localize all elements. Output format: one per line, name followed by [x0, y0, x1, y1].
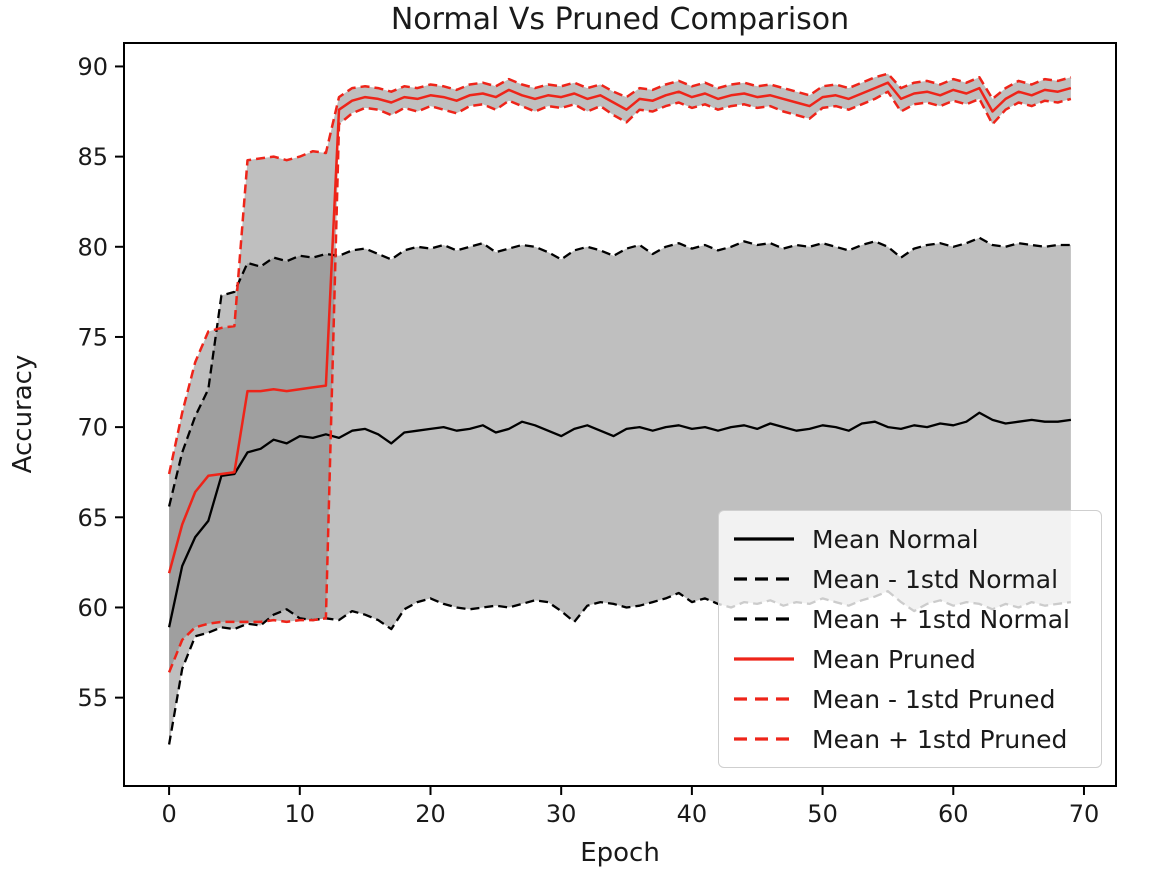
- legend-item: Mean + 1std Pruned: [733, 725, 1089, 754]
- legend-item: Mean - 1std Normal: [733, 565, 1089, 594]
- legend-line-sample-mean-normal: [734, 537, 794, 541]
- legend-label: Mean - 1std Pruned: [812, 684, 1056, 714]
- normal-std-band: [169, 237, 1071, 745]
- x-tick-label: 60: [938, 800, 969, 828]
- legend-item: Mean - 1std Pruned: [733, 685, 1089, 714]
- legend-item: Mean + 1std Normal: [733, 605, 1089, 634]
- y-tick-label: 90: [77, 53, 108, 81]
- series-line-mean-pruned: [167, 81, 1072, 574]
- legend-label: Mean Normal: [812, 524, 979, 554]
- y-tick-label: 55: [77, 684, 108, 712]
- y-tick-label: 70: [77, 414, 108, 442]
- legend-label: Mean + 1std Pruned: [812, 724, 1068, 754]
- x-tick-label: 0: [161, 800, 176, 828]
- legend-line-sample-mean-minus-1std-normal: [734, 577, 794, 581]
- legend: Mean Normal Mean - 1std Normal Mean + 1s…: [718, 510, 1102, 768]
- series-line-mean-normal: [167, 411, 1072, 628]
- legend-line-sample-mean-plus-1std-normal: [734, 617, 794, 621]
- y-tick-label: 60: [77, 594, 108, 622]
- legend-label: Mean Pruned: [812, 644, 976, 674]
- legend-line-sample-mean-pruned: [734, 657, 794, 661]
- legend-label: Mean - 1std Normal: [812, 564, 1059, 594]
- legend-label: Mean + 1std Normal: [812, 604, 1070, 634]
- series-line-mean-1std-normal: [167, 236, 1071, 507]
- x-tick-label: 70: [1069, 800, 1100, 828]
- legend-line-sample-mean-plus-1std-pruned: [734, 737, 794, 741]
- pruned-std-band: [169, 73, 1071, 673]
- chart-title: Normal Vs Pruned Comparison: [390, 2, 850, 37]
- y-tick-label: 65: [77, 504, 108, 532]
- y-tick-label: 85: [77, 143, 108, 171]
- x-tick-label: 50: [807, 800, 838, 828]
- x-tick-label: 40: [677, 800, 708, 828]
- series-line-mean-1std-pruned: [167, 72, 1072, 475]
- x-axis-label: Epoch: [580, 838, 660, 868]
- legend-item: Mean Pruned: [733, 645, 1089, 674]
- series-line-mean-1std-pruned: [167, 90, 1072, 673]
- x-tick-label: 10: [285, 800, 316, 828]
- y-tick-label: 80: [77, 233, 108, 261]
- legend-line-sample-mean-minus-1std-pruned: [734, 697, 794, 701]
- x-tick-label: 30: [546, 800, 577, 828]
- y-tick-label: 75: [77, 323, 108, 351]
- legend-item: Mean Normal: [733, 525, 1089, 554]
- x-tick-label: 20: [415, 800, 446, 828]
- axes-spines: [123, 42, 1117, 787]
